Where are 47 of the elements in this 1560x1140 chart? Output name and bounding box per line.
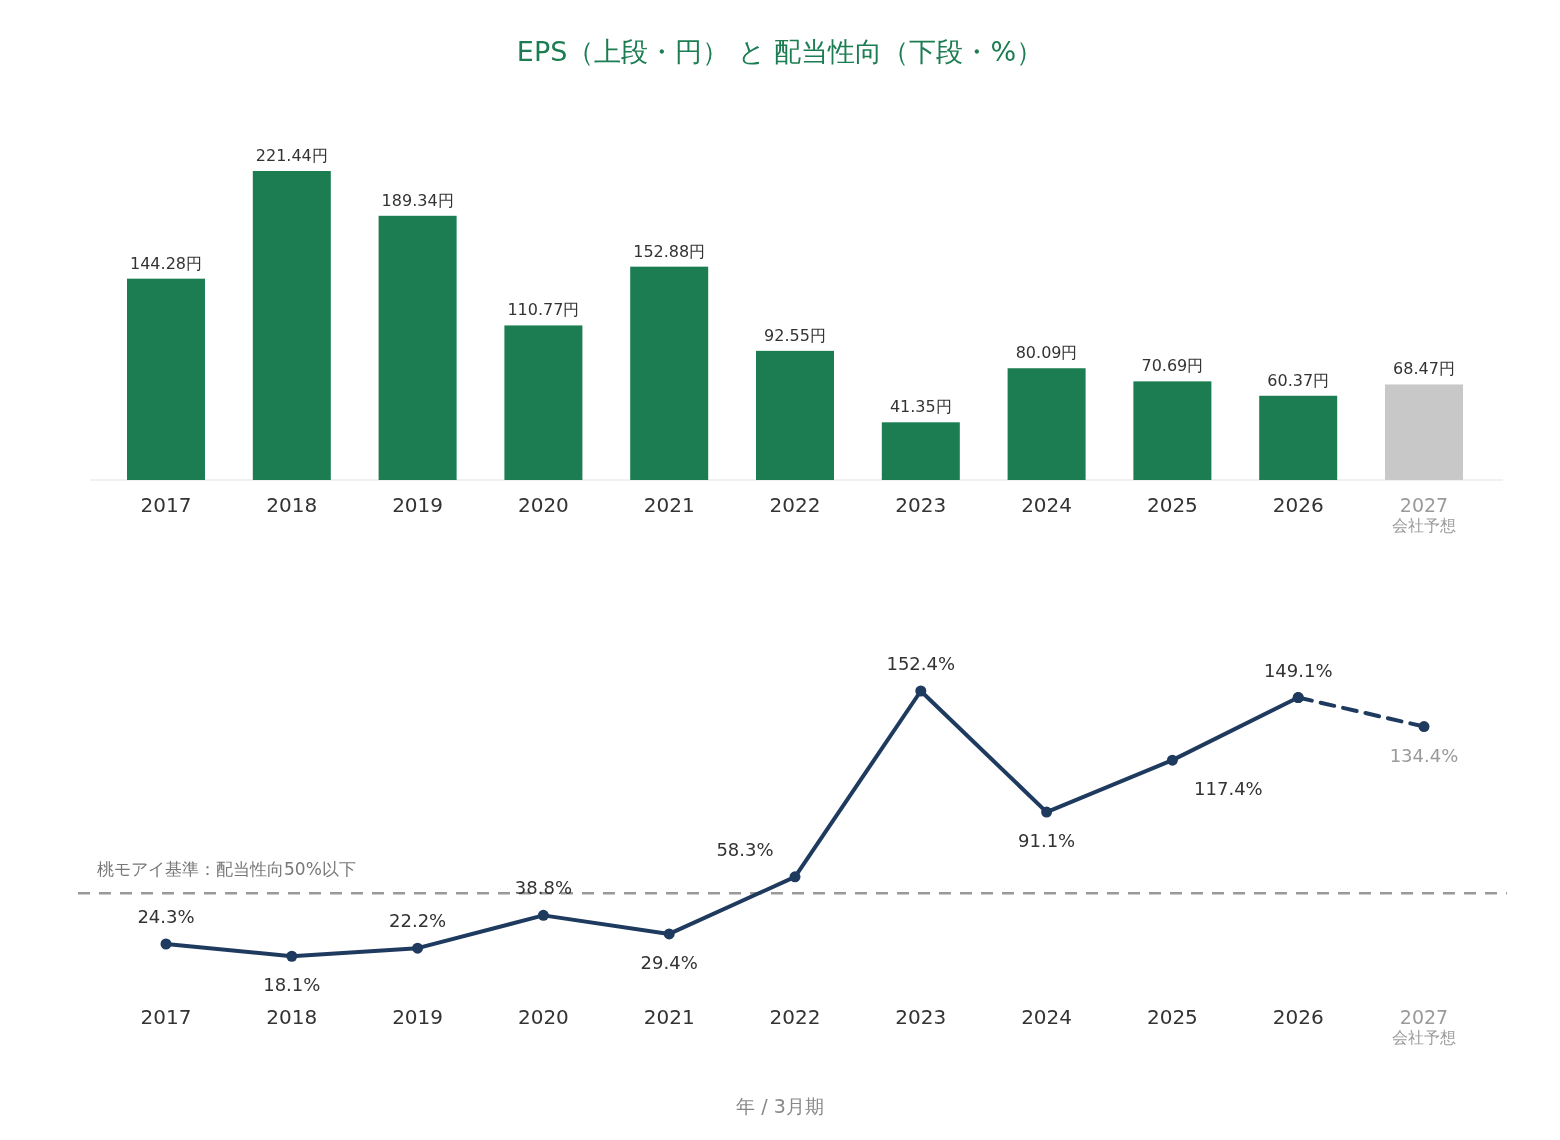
x-tick-label: 2020 [517, 493, 569, 517]
data-label: 24.3% [137, 906, 195, 928]
x-tick-label: 2027 会社予想 [1392, 1006, 1456, 1047]
ref-line-label: 桃モアイ基準：配当性向50%以下 [97, 859, 356, 880]
x-tick-label: 2024 [1021, 1005, 1073, 1029]
x-tick-label: 2025 [1146, 1005, 1198, 1029]
data-label: 149.1% [1263, 659, 1333, 681]
chart-title: EPS（上段・円） と 配当性向（下段・%） [516, 36, 1044, 67]
x-tick-label: 2021 [643, 493, 695, 517]
data-label: 117.4% [1194, 778, 1263, 800]
x-tick-label: 2022 [769, 493, 821, 517]
x-tick-label: 2021 [643, 1005, 695, 1029]
x-tick-label: 2019 [392, 493, 444, 517]
x-tick-label: 2025 [1146, 493, 1198, 517]
data-label: 60.37円 [1267, 370, 1330, 390]
data-label: 22.2% [389, 910, 447, 932]
x-tick-label: 2026 [1272, 1005, 1324, 1029]
data-label: 91.1% [1018, 830, 1076, 852]
x-tick-label: 2022 [769, 1005, 821, 1029]
x-tick-label: 2019 [392, 1005, 444, 1029]
x-tick-label: 2026 [1272, 493, 1324, 517]
data-label: 29.4% [640, 951, 698, 973]
x-tick-label: 2018 [266, 493, 318, 517]
x-tick-label: 2027 会社予想 [1392, 494, 1456, 535]
x-tick-label: 2024 [1021, 493, 1073, 517]
data-label: 144.28円 [130, 253, 202, 273]
x-tick-label: 2017 [140, 493, 192, 517]
x-tick-label: 2023 [895, 493, 947, 517]
data-label: 221.44円 [255, 146, 328, 165]
data-label: 134.4% [1389, 744, 1459, 766]
x-tick-label: 2018 [266, 1005, 318, 1029]
x-tick-label: 2017 [140, 1005, 192, 1029]
x-tick-label: 2023 [895, 1005, 947, 1029]
data-label: 110.77円 [507, 300, 580, 320]
data-label: 152.4% [886, 653, 956, 674]
data-label: 80.09円 [1015, 343, 1078, 363]
data-label: 70.69円 [1141, 356, 1204, 376]
data-label: 189.34円 [381, 190, 454, 210]
data-label: 38.8% [514, 877, 572, 899]
data-label: 152.88円 [633, 241, 706, 261]
data-label: 41.35円 [889, 397, 952, 417]
data-label: 18.1% [263, 974, 321, 996]
data-label: 92.55円 [764, 325, 826, 345]
data-label: 68.47円 [1393, 359, 1455, 379]
x-axis-title: 年 / 3月期 [736, 1095, 824, 1117]
data-label: 58.3% [716, 838, 774, 860]
x-tick-label: 2020 [517, 1005, 569, 1029]
